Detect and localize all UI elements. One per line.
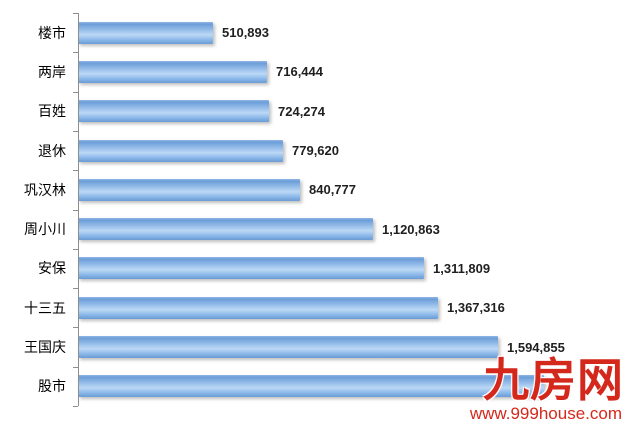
axis-tick: [73, 209, 78, 211]
chart-row: 巩汉林 840,777: [0, 170, 625, 209]
bar: [78, 218, 373, 241]
category-label: 退休: [38, 142, 66, 159]
chart-row: 十三五 1,367,316: [0, 288, 625, 327]
category-label: 楼市: [38, 24, 66, 41]
axis-tick: [73, 91, 78, 93]
category-label: 巩汉林: [24, 181, 66, 198]
axis-tick: [73, 327, 78, 329]
category-label: 股市: [38, 378, 66, 395]
chart-row: 王国庆 1,594,855: [0, 327, 625, 366]
category-label: 百姓: [38, 103, 66, 120]
bar: [78, 60, 267, 83]
plot-area: 楼市 510,893 两岸 716,444 百姓 724,274 退休 779,620 巩汉林 8…: [0, 13, 625, 407]
chart-row: 两岸 716,444: [0, 52, 625, 91]
chart-row: 股市: [0, 367, 625, 406]
category-label: 安保: [38, 260, 66, 277]
value-label: 779,620: [292, 143, 339, 159]
bar: [78, 21, 213, 44]
axis-tick: [73, 248, 78, 250]
bar: [78, 375, 544, 398]
value-label: 716,444: [276, 64, 323, 80]
chart-row: 周小川 1,120,863: [0, 209, 625, 248]
axis-tick: [73, 52, 78, 54]
category-label: 两岸: [38, 63, 66, 80]
y-axis-line: [78, 13, 79, 406]
chart-row: 百姓 724,274: [0, 92, 625, 131]
bar: [78, 336, 498, 359]
value-label: 724,274: [278, 103, 325, 119]
axis-tick: [73, 130, 78, 132]
bar: [78, 296, 438, 319]
category-label: 周小川: [24, 221, 66, 238]
chart-row: 安保 1,311,809: [0, 249, 625, 288]
axis-tick: [73, 406, 78, 407]
value-label: 1,120,863: [382, 221, 440, 237]
watermark-url: www.999house.com: [469, 404, 622, 423]
bar: [78, 257, 424, 280]
axis-tick: [73, 170, 78, 172]
axis-tick: [73, 288, 78, 290]
axis-tick: [73, 13, 78, 14]
bar: [78, 178, 300, 201]
category-label: 王国庆: [24, 339, 66, 356]
category-label: 十三五: [24, 299, 66, 316]
chart-row: 楼市 510,893: [0, 13, 625, 52]
value-label: 510,893: [222, 25, 269, 41]
bar: [78, 139, 283, 162]
bar-rows: 楼市 510,893 两岸 716,444 百姓 724,274 退休 779,620 巩汉林 8…: [0, 13, 625, 406]
axis-tick: [73, 366, 78, 368]
value-label: 1,311,809: [433, 260, 491, 276]
value-label: 1,594,855: [507, 339, 565, 355]
value-label: 840,777: [309, 182, 356, 198]
value-label: 1,367,316: [447, 300, 505, 316]
bar: [78, 100, 269, 123]
chart-row: 退休 779,620: [0, 131, 625, 170]
